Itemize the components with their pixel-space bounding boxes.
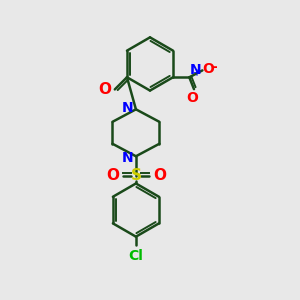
Text: O: O: [98, 82, 111, 97]
Text: S: S: [130, 168, 141, 183]
Text: O: O: [106, 168, 119, 183]
Text: Cl: Cl: [128, 249, 143, 262]
Text: N: N: [190, 63, 202, 76]
Text: O: O: [202, 62, 214, 76]
Text: N: N: [122, 151, 134, 165]
Text: O: O: [153, 168, 166, 183]
Text: O: O: [187, 91, 198, 105]
Text: -: -: [211, 60, 217, 74]
Text: +: +: [192, 68, 200, 78]
Text: N: N: [122, 101, 134, 115]
